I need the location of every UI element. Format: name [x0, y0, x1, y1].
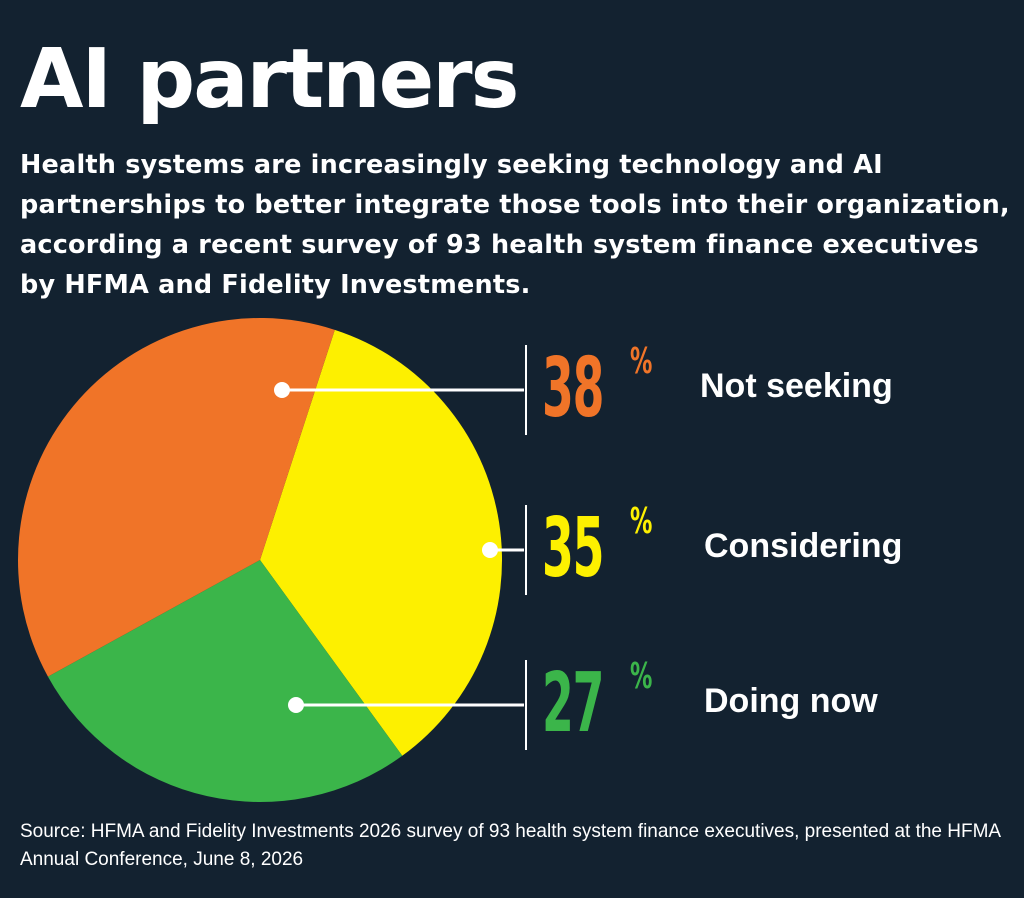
value-label-doing-now: 27 [542, 656, 604, 751]
pie-chart [18, 318, 527, 802]
slice-considering [260, 329, 502, 756]
source-note: Source: HFMA and Fidelity Investments 20… [20, 821, 1001, 870]
slice-doing-now [47, 560, 403, 802]
category-label-considering: Considering [704, 527, 903, 565]
percent-sign-doing-now: % [630, 656, 653, 697]
chart-title: AI partners [20, 32, 519, 127]
percent-sign-not-seeking: % [630, 341, 653, 382]
category-label-not-seeking: Not seeking [700, 367, 893, 405]
category-label-doing-now: Doing now [704, 682, 878, 720]
chart-subtitle: Health systems are increasingly seeking … [20, 150, 1010, 300]
percent-sign-considering: % [630, 501, 653, 542]
value-label-not-seeking: 38 [542, 341, 604, 436]
slice-not-seeking [18, 318, 335, 677]
leader-considering [482, 505, 527, 595]
leader-doing-now [288, 660, 527, 750]
leader-not-seeking [274, 345, 527, 435]
value-label-considering: 35 [542, 501, 604, 596]
